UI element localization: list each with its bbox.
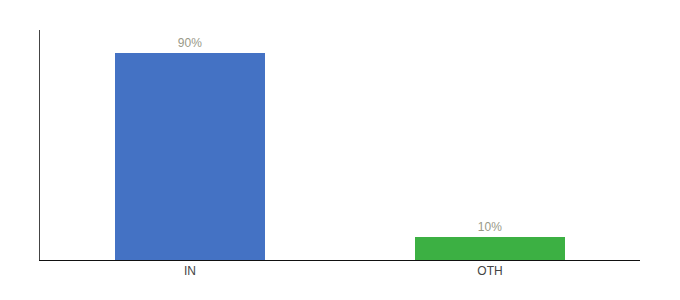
svg-text:OTH: OTH bbox=[477, 264, 502, 278]
svg-text:IN: IN bbox=[184, 264, 196, 278]
svg-text:90%: 90% bbox=[178, 36, 202, 50]
svg-text:10%: 10% bbox=[478, 220, 502, 234]
